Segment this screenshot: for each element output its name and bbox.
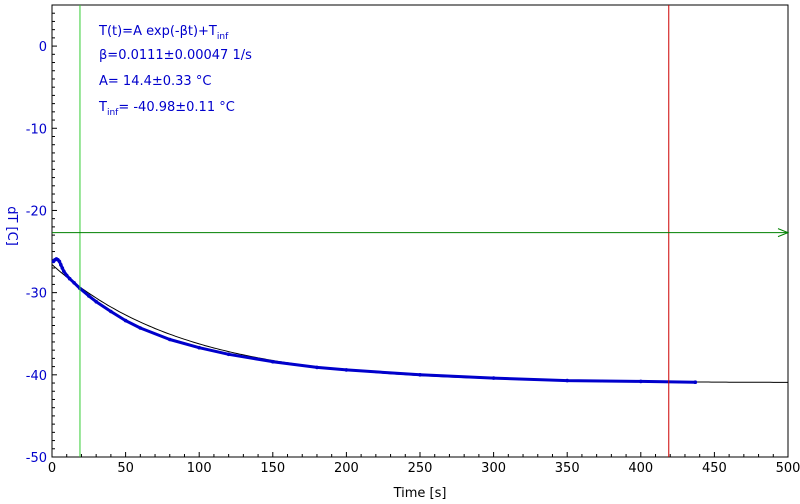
annotation-line: Tinf= -40.98±0.11 °C (98, 100, 235, 118)
data-point (693, 380, 698, 385)
data-series (51, 257, 698, 385)
data-point (639, 379, 643, 384)
annotation-line: β=0.0111±0.00047 1/s (99, 48, 252, 63)
data-point (60, 266, 65, 270)
x-tick-label: 300 (481, 461, 506, 476)
x-tick-label: 450 (702, 461, 727, 476)
x-tick-label: 100 (187, 461, 212, 476)
data-point (197, 345, 201, 350)
y-tick-label: -30 (26, 287, 47, 302)
data-point (418, 373, 422, 377)
y-axis-title: dT [C] (4, 206, 19, 246)
axis-ticks: 0 50 100 150 200 250 300 350 400 450 500 0 -10 -20 -30… (26, 12, 800, 476)
data-point (123, 318, 128, 323)
annotation-line: A= 14.4±0.33 °C (99, 74, 211, 89)
x-tick-label: 400 (628, 461, 653, 476)
annotation-line: T(t)=A exp(-βt)+Tinf (98, 24, 229, 42)
data-point (271, 359, 275, 364)
data-point (94, 299, 98, 304)
y-tick-label: -40 (26, 369, 47, 384)
data-point (491, 376, 496, 380)
data-point (344, 368, 349, 372)
data-point (72, 281, 76, 285)
data-point (57, 259, 62, 264)
data-point (109, 309, 113, 314)
fit-curve (51, 264, 788, 383)
fit-line (51, 264, 788, 383)
data-point (138, 326, 143, 330)
data-point (87, 294, 91, 298)
x-tick-label: 350 (555, 461, 580, 476)
cursor-lines (52, 5, 790, 457)
y-tick-label: -20 (26, 204, 47, 219)
data-point (59, 262, 63, 267)
x-tick-label: 250 (408, 461, 433, 476)
y-tick-label: 0 (39, 40, 47, 55)
x-tick-label: 50 (117, 461, 134, 476)
data-trace (52, 257, 697, 384)
data-point (226, 352, 231, 357)
data-point (315, 365, 319, 370)
arrow-icon (777, 228, 790, 238)
data-point (565, 378, 569, 383)
fit-annotation: T(t)=A exp(-βt)+Tinf β=0.0111±0.00047 1/s… (98, 24, 252, 118)
data-point (62, 269, 66, 274)
x-tick-label: 150 (260, 461, 285, 476)
x-axis-title: Time [s] (393, 486, 447, 501)
y-tick-label: -10 (26, 122, 47, 137)
x-tick-label: 200 (334, 461, 359, 476)
x-tick-label: 500 (776, 461, 800, 476)
plot-frame (51, 4, 789, 458)
y-tick-label: -50 (26, 451, 47, 466)
data-point (67, 276, 72, 281)
data-point (168, 337, 172, 342)
x-tick-label: 0 (48, 461, 56, 476)
data-point (64, 273, 69, 278)
